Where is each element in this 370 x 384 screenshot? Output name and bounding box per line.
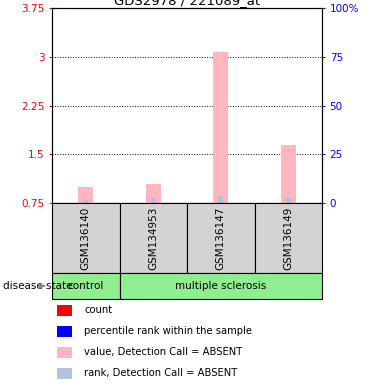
- Bar: [83, 199, 88, 203]
- Bar: [218, 196, 223, 203]
- Bar: [286, 199, 291, 203]
- Bar: [120, 273, 322, 299]
- Bar: [146, 184, 161, 203]
- Text: percentile rank within the sample: percentile rank within the sample: [84, 326, 252, 336]
- Title: GDS2978 / 221089_at: GDS2978 / 221089_at: [114, 0, 260, 7]
- Text: control: control: [68, 281, 104, 291]
- Bar: [213, 52, 228, 203]
- Text: GSM136147: GSM136147: [216, 206, 226, 270]
- Bar: [57, 368, 72, 379]
- Text: value, Detection Call = ABSENT: value, Detection Call = ABSENT: [84, 347, 243, 357]
- Text: GSM134953: GSM134953: [148, 206, 158, 270]
- Bar: [120, 203, 187, 273]
- Text: GSM136140: GSM136140: [81, 206, 91, 270]
- Bar: [52, 203, 120, 273]
- Bar: [255, 203, 322, 273]
- Text: rank, Detection Call = ABSENT: rank, Detection Call = ABSENT: [84, 368, 238, 378]
- Bar: [281, 144, 296, 203]
- Bar: [78, 187, 93, 203]
- Bar: [57, 305, 72, 316]
- Text: count: count: [84, 305, 112, 314]
- Bar: [57, 347, 72, 358]
- Bar: [52, 273, 120, 299]
- Bar: [187, 203, 255, 273]
- Text: GSM136149: GSM136149: [283, 206, 293, 270]
- Bar: [57, 326, 72, 337]
- Bar: [151, 199, 156, 203]
- Text: multiple sclerosis: multiple sclerosis: [175, 281, 266, 291]
- Text: disease state: disease state: [3, 281, 72, 291]
